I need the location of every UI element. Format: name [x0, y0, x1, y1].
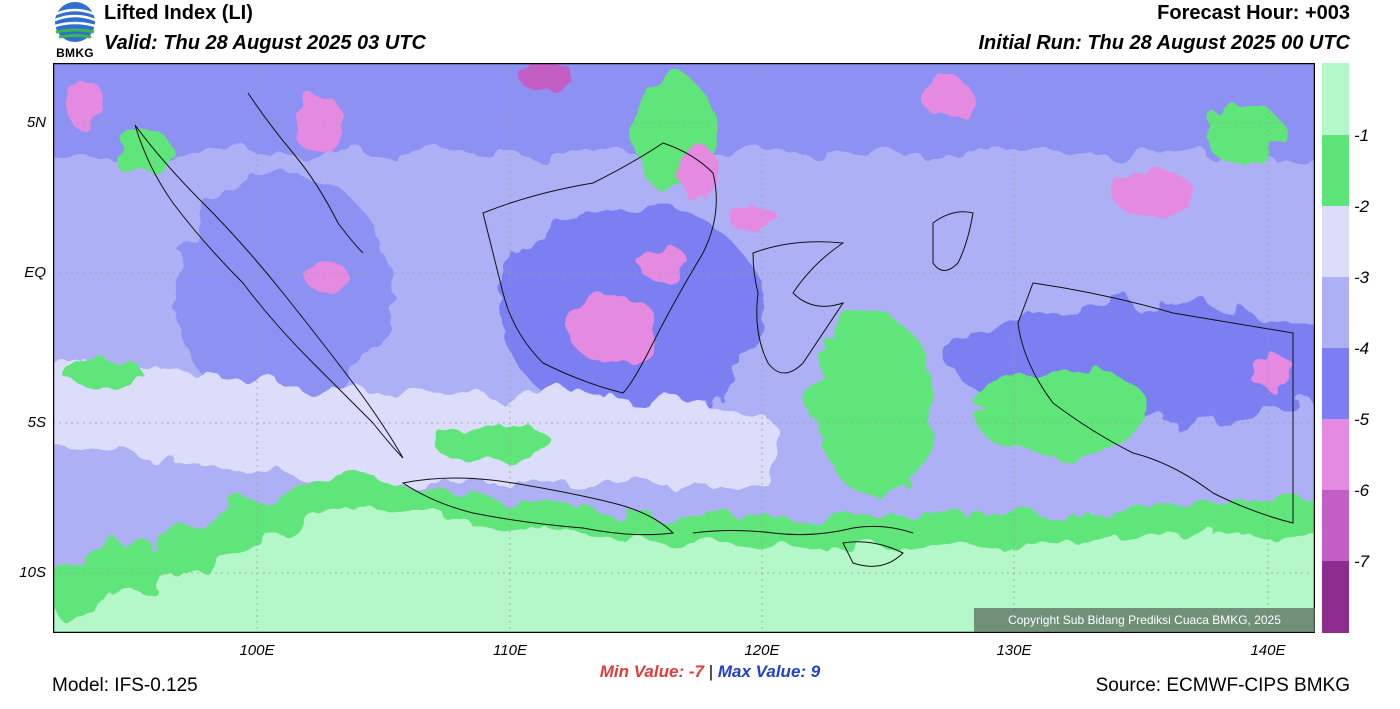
- colorbar-label-4: -4: [1354, 339, 1370, 358]
- lat-label-eq: EQ: [24, 264, 46, 281]
- field-banda-green: [813, 313, 933, 493]
- colorbar-label-6: -6: [1354, 481, 1370, 500]
- nusa-tenggara-coast: [692, 525, 914, 536]
- field-arafura-green: [973, 368, 1153, 458]
- min-max-separator: |: [708, 662, 714, 681]
- timor-coast: [842, 541, 904, 567]
- halmahera-coast: [932, 211, 974, 271]
- core-pacific-w: [923, 78, 973, 118]
- lon-label-140e: 140E: [1250, 642, 1286, 659]
- map-border: [52, 62, 1316, 634]
- colorbar-swatch-1: [1322, 135, 1349, 206]
- chart-title: Lifted Index (LI): [104, 2, 253, 24]
- sumatra-coast: [134, 124, 404, 459]
- model-label: Model: IFS-0.125: [52, 675, 198, 696]
- core-west: [63, 78, 103, 128]
- sulawesi-coast: [752, 241, 845, 374]
- colorbar-swatch-3: [1322, 277, 1349, 348]
- colorbar-swatch-0: [1322, 63, 1349, 135]
- colorbar: [1322, 63, 1349, 633]
- max-value-label: Max Value:: [717, 662, 807, 681]
- forecast-hour: Forecast Hour: +003: [1157, 2, 1350, 24]
- green-w: [63, 358, 143, 388]
- lon-label-120e: 120E: [744, 642, 780, 659]
- green-ne: [1203, 103, 1283, 163]
- core-borneo-n: [638, 245, 688, 281]
- green-java: [433, 425, 553, 461]
- map-panel: [33, 43, 1353, 663]
- max-value: 9: [810, 662, 821, 681]
- min-max-values: Min Value: -7 | Max Value: 9: [540, 662, 880, 682]
- colorbar-label-5: -5: [1354, 410, 1370, 429]
- colorbar-label-7: -7: [1354, 552, 1370, 571]
- core-scs: [520, 64, 576, 92]
- coastlines: [134, 92, 1294, 567]
- logo-text: BMKG: [56, 46, 94, 60]
- papua-coast: [1017, 282, 1294, 524]
- lat-label-10s: 10S: [19, 564, 46, 581]
- colorbar-swatch-7: [1322, 561, 1349, 633]
- colorbar-swatches: [1322, 63, 1349, 633]
- lon-label-100e: 100E: [239, 642, 275, 659]
- bmkg-logo: BMKG: [50, 0, 100, 62]
- borneo-coast: [482, 142, 717, 394]
- colorbar-label-2: -2: [1354, 197, 1370, 216]
- colorbar-swatch-4: [1322, 348, 1349, 419]
- core-borneo: [568, 293, 658, 363]
- min-value: -7: [688, 662, 704, 681]
- colorbar-label-3: -3: [1354, 268, 1370, 287]
- colorbar-label-1: -1: [1354, 126, 1370, 145]
- colorbar-swatch-5: [1322, 419, 1349, 490]
- core-papua: [1248, 358, 1298, 388]
- lifted-index-map: [33, 43, 1353, 663]
- valid-time: Valid: Thu 28 August 2025 03 UTC: [104, 32, 426, 54]
- lon-label-130e: 130E: [996, 642, 1032, 659]
- gridlines: [53, 63, 1315, 633]
- java-coast: [401, 477, 675, 536]
- source-label: Source: ECMWF-CIPS BMKG: [1095, 675, 1350, 696]
- colorbar-swatch-2: [1322, 206, 1349, 277]
- green-nw: [113, 128, 173, 178]
- lon-label-110e: 110E: [493, 642, 527, 659]
- lat-label-5n: 5N: [26, 114, 46, 131]
- core-pacific-e: [1113, 168, 1193, 218]
- initial-run: Initial Run: Thu 28 August 2025 00 UTC: [978, 32, 1350, 54]
- core-sabah: [680, 143, 716, 203]
- core-sumatra: [308, 260, 348, 296]
- bmkg-logo-icon: [54, 2, 96, 42]
- lat-label-5s: 5S: [27, 414, 46, 431]
- malaya-coast: [247, 92, 364, 254]
- core-celebes: [728, 206, 778, 230]
- copyright-note: Copyright Sub Bidang Prediksi Cuaca BMKG…: [974, 608, 1315, 632]
- min-value-label: Min Value:: [599, 662, 685, 681]
- colorbar-swatch-6: [1322, 490, 1349, 561]
